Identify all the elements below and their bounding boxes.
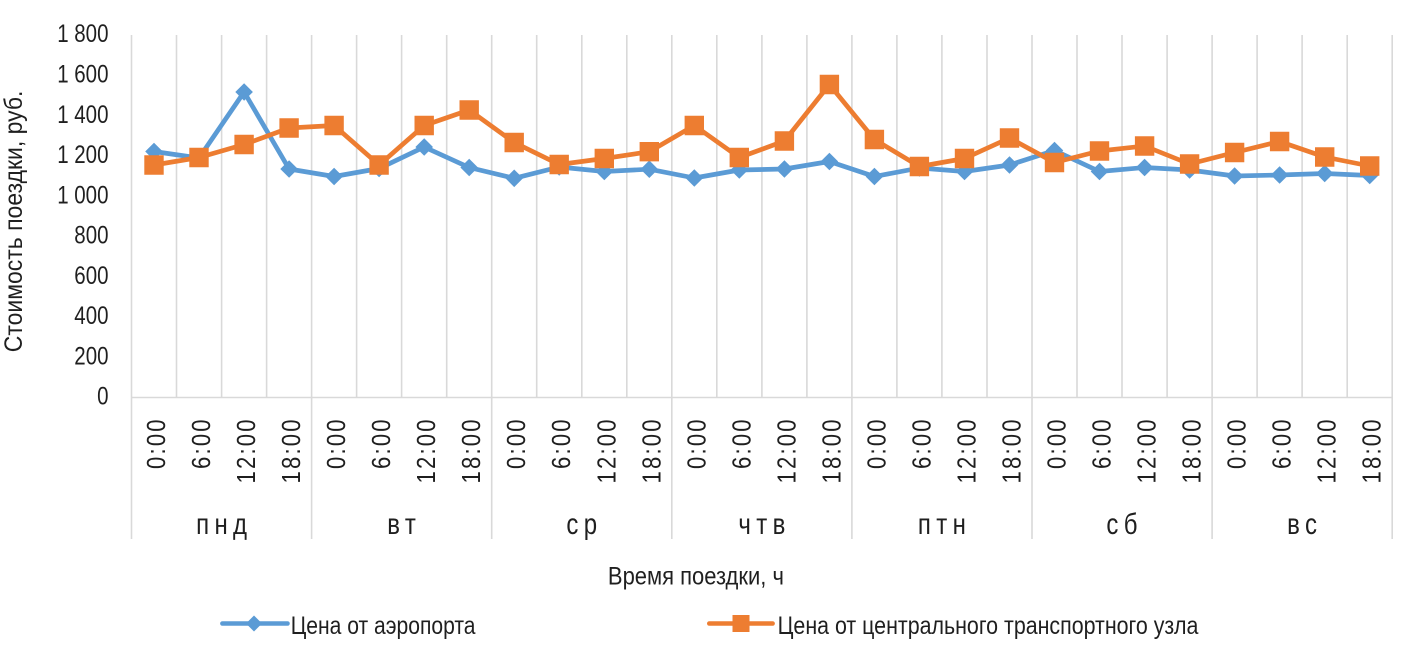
svg-text:12:00: 12:00	[593, 417, 622, 483]
svg-text:18:00: 18:00	[458, 417, 487, 483]
svg-text:0: 0	[97, 382, 108, 410]
svg-text:ср: ср	[566, 506, 602, 540]
svg-text:18:00: 18:00	[1178, 417, 1207, 483]
svg-text:12:00: 12:00	[953, 417, 982, 483]
svg-text:18:00: 18:00	[998, 417, 1027, 483]
svg-text:0:00: 0:00	[322, 417, 351, 469]
svg-text:0:00: 0:00	[683, 417, 712, 469]
svg-text:18:00: 18:00	[818, 417, 847, 483]
svg-text:Стоимость поездки, руб.: Стоимость поездки, руб.	[0, 91, 28, 353]
svg-text:1 000: 1 000	[57, 180, 108, 208]
svg-text:600: 600	[74, 261, 108, 289]
svg-text:0:00: 0:00	[142, 417, 171, 469]
svg-text:пнд: пнд	[196, 506, 252, 540]
svg-text:18:00: 18:00	[1358, 417, 1387, 483]
svg-text:18:00: 18:00	[638, 417, 667, 483]
svg-text:18:00: 18:00	[277, 417, 306, 483]
svg-text:6:00: 6:00	[187, 417, 216, 469]
svg-text:400: 400	[74, 301, 108, 329]
svg-text:Цена от центрального транспорт: Цена от центрального транспортного узла	[778, 612, 1199, 640]
svg-text:12:00: 12:00	[1133, 417, 1162, 483]
svg-text:12:00: 12:00	[773, 417, 802, 483]
svg-text:вс: вс	[1287, 506, 1322, 540]
svg-text:12:00: 12:00	[232, 417, 261, 483]
svg-text:0:00: 0:00	[503, 417, 532, 469]
svg-text:800: 800	[74, 221, 108, 249]
svg-text:6:00: 6:00	[1268, 417, 1297, 469]
svg-text:200: 200	[74, 341, 108, 369]
svg-text:Время поездки, ч: Время поездки, ч	[608, 562, 784, 590]
svg-text:6:00: 6:00	[728, 417, 757, 469]
svg-text:6:00: 6:00	[548, 417, 577, 469]
svg-text:сб: сб	[1106, 506, 1142, 540]
svg-text:птн: птн	[918, 506, 971, 540]
svg-text:1 800: 1 800	[57, 19, 108, 47]
svg-text:12:00: 12:00	[1313, 417, 1342, 483]
svg-text:6:00: 6:00	[367, 417, 396, 469]
svg-text:вт: вт	[387, 506, 421, 540]
svg-text:1 600: 1 600	[57, 60, 108, 88]
svg-text:1 200: 1 200	[57, 140, 108, 168]
svg-text:6:00: 6:00	[908, 417, 937, 469]
svg-text:Цена от аэропорта: Цена от аэропорта	[291, 612, 476, 640]
svg-text:1 400: 1 400	[57, 100, 108, 128]
svg-text:чтв: чтв	[738, 506, 790, 540]
svg-text:0:00: 0:00	[1223, 417, 1252, 469]
svg-text:12:00: 12:00	[413, 417, 442, 483]
svg-text:0:00: 0:00	[863, 417, 892, 469]
svg-text:0:00: 0:00	[1043, 417, 1072, 469]
svg-text:6:00: 6:00	[1088, 417, 1117, 469]
